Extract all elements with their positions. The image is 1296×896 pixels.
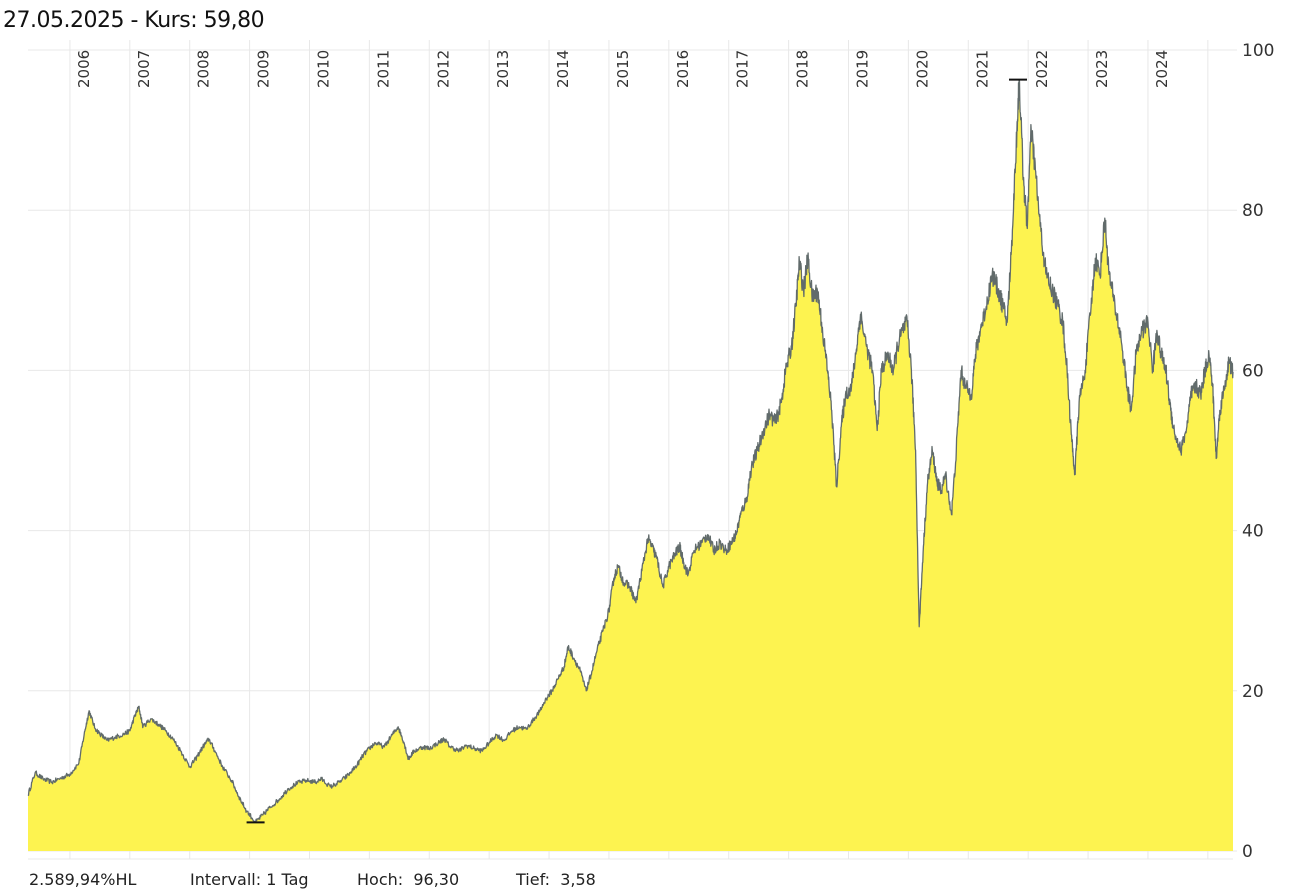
high-label: Hoch: bbox=[357, 870, 404, 889]
x-tick-label-2016: 2016 bbox=[674, 50, 692, 88]
x-tick-label-2018: 2018 bbox=[794, 50, 812, 88]
x-tick-label-2006: 2006 bbox=[75, 50, 93, 88]
hl-percentage: 2.589,94%HL bbox=[29, 870, 137, 889]
series-price-line bbox=[27, 78, 1234, 823]
x-tick-label-2013: 2013 bbox=[494, 50, 512, 88]
price-label: Kurs: bbox=[144, 8, 198, 33]
y-tick-label-20: 20 bbox=[1242, 682, 1264, 702]
header-separator: - bbox=[123, 8, 145, 33]
chart-footer: 2.589,94%HL Intervall: 1 Tag Hoch: 96,30… bbox=[0, 870, 1296, 896]
quote-date: 27.05.2025 bbox=[3, 8, 124, 33]
chart-area bbox=[27, 78, 1234, 852]
low-info: Tief: 3,58 bbox=[516, 870, 596, 889]
y-tick-label-60: 60 bbox=[1242, 361, 1264, 381]
low-value: 3,58 bbox=[560, 870, 596, 889]
x-tick-label-2022: 2022 bbox=[1033, 50, 1051, 88]
price-value: 59,80 bbox=[203, 8, 265, 33]
x-tick-label-2007: 2007 bbox=[135, 50, 153, 88]
low-label: Tief: bbox=[516, 870, 551, 889]
y-tick-label-0: 0 bbox=[1242, 842, 1253, 862]
x-tick-label-2008: 2008 bbox=[195, 50, 213, 88]
x-tick-label-2021: 2021 bbox=[973, 50, 991, 88]
interval-value: 1 Tag bbox=[266, 870, 309, 889]
x-tick-label-2015: 2015 bbox=[614, 50, 632, 88]
x-tick-label-2017: 2017 bbox=[734, 50, 752, 88]
y-tick-label-100: 100 bbox=[1242, 41, 1274, 61]
high-info: Hoch: 96,30 bbox=[357, 870, 459, 889]
x-tick-label-2012: 2012 bbox=[434, 50, 452, 88]
chart-markers bbox=[246, 78, 1027, 824]
x-tick-label-2024: 2024 bbox=[1153, 50, 1171, 88]
x-axis: 2006 2007 2008 2009 2010 2011 2012 2013 2014 2015… bbox=[75, 50, 1171, 88]
x-tick-label-2014: 2014 bbox=[554, 50, 572, 88]
interval-label: Intervall: bbox=[190, 870, 262, 889]
interval-info: Intervall: 1 Tag bbox=[190, 870, 309, 889]
price-chart[interactable]: 0 20 40 60 80 100 2006 2007 2008 2009 2010 2011 201… bbox=[0, 0, 1296, 870]
x-tick-label-2023: 2023 bbox=[1093, 50, 1111, 88]
y-tick-label-80: 80 bbox=[1242, 201, 1264, 221]
x-tick-label-2010: 2010 bbox=[314, 50, 332, 88]
high-value: 96,30 bbox=[413, 870, 460, 889]
x-tick-label-2009: 2009 bbox=[255, 50, 273, 88]
x-tick-label-2020: 2020 bbox=[913, 50, 931, 88]
y-axis: 0 20 40 60 80 100 bbox=[1242, 41, 1274, 862]
x-tick-label-2019: 2019 bbox=[854, 50, 872, 88]
y-tick-label-40: 40 bbox=[1242, 522, 1264, 542]
series-area-fill bbox=[28, 79, 1233, 852]
chart-header: 27.05.2025 - Kurs: 59,80 bbox=[3, 8, 265, 33]
x-tick-label-2011: 2011 bbox=[374, 50, 392, 88]
